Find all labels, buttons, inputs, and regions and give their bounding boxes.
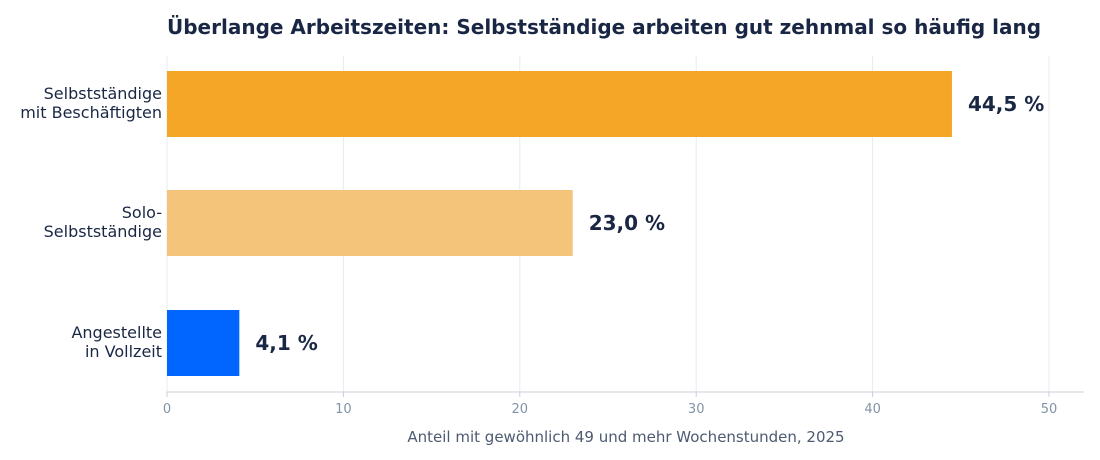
bars	[167, 71, 952, 376]
value-label-0: 44,5 %	[968, 92, 1044, 116]
category-label-0-line-1: mit Beschäftigten	[20, 103, 162, 122]
chart-title: Überlange Arbeitszeiten: Selbstständige …	[167, 15, 1041, 39]
x-tick-label-50: 50	[1041, 402, 1058, 417]
category-labels: Selbstständige mit BeschäftigtenSolo-Selb…	[20, 84, 162, 361]
category-label-2-line-0: Angestellte	[71, 323, 162, 342]
bar-0	[167, 71, 952, 137]
category-label-1-line-1: Selbstständige	[44, 222, 162, 241]
value-label-1: 23,0 %	[589, 211, 665, 235]
x-tick-label-40: 40	[864, 402, 881, 417]
x-tick-label-30: 30	[688, 402, 705, 417]
x-tick-label-0: 0	[163, 402, 171, 417]
x-axis: 0 10 20 30 40 50	[163, 391, 1084, 417]
value-labels: 44,5 % 23,0 % 4,1 %	[255, 92, 1044, 355]
bar-1	[167, 190, 573, 256]
category-label-1: Solo-Selbstständige	[44, 203, 162, 241]
category-label-2: Angestellte in Vollzeit	[71, 323, 162, 361]
category-label-2-line-1: in Vollzeit	[85, 342, 162, 361]
category-label-0-line-0: Selbstständige	[44, 84, 162, 103]
x-tick-label-10: 10	[335, 402, 352, 417]
category-label-1-line-0: Solo-	[122, 203, 162, 222]
x-axis-label: Anteil mit gewöhnlich 49 und mehr Wochen…	[407, 428, 844, 446]
value-label-2: 4,1 %	[255, 331, 317, 355]
category-label-0: Selbstständige mit Beschäftigten	[20, 84, 162, 122]
bar-2	[167, 310, 240, 376]
x-tick-label-20: 20	[512, 402, 529, 417]
